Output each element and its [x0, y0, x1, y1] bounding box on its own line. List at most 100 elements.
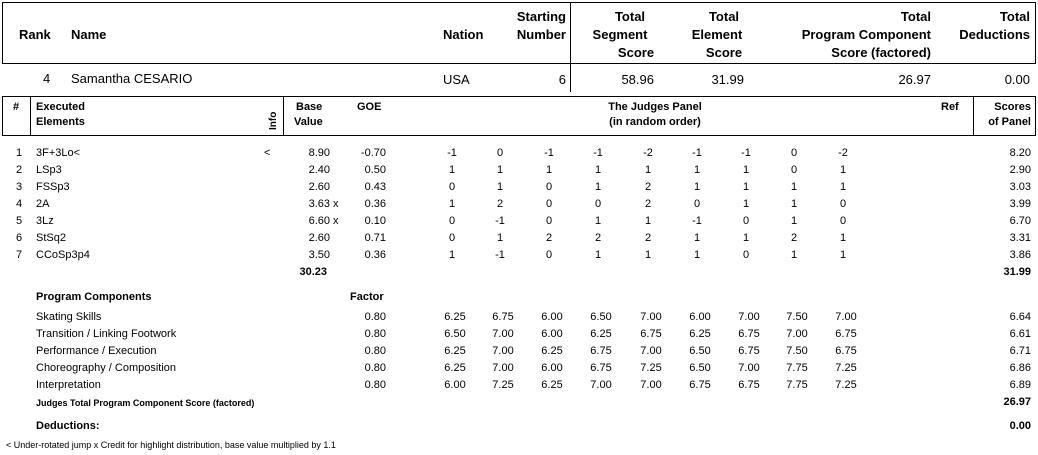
- element-number: 2: [16, 164, 23, 176]
- judge-mark: -2: [838, 147, 848, 159]
- rank-header: Rank: [19, 27, 51, 42]
- element-base-value: 2.60: [308, 232, 330, 244]
- executed-header-1: Executed: [36, 101, 85, 113]
- judge-mark: 2: [545, 232, 553, 244]
- judge-mark: 1: [693, 181, 701, 193]
- judge-mark: 1: [742, 198, 750, 210]
- element-goe: 0.36: [364, 198, 386, 210]
- element-bonus-mark: x: [333, 215, 339, 227]
- judge-mark: 7.25: [492, 379, 514, 391]
- judge-mark: 1: [496, 232, 504, 244]
- component-score: 6.89: [1009, 379, 1031, 391]
- judge-mark: 6.75: [738, 379, 760, 391]
- skater-tss: 58.96: [621, 72, 654, 87]
- judge-mark: -1: [495, 249, 505, 261]
- element-bonus-mark: x: [333, 198, 339, 210]
- judge-mark: 0: [839, 215, 847, 227]
- judge-mark: 6.75: [492, 311, 514, 323]
- component-factor: 0.80: [364, 311, 386, 323]
- element-base-value: 2.60: [308, 181, 330, 193]
- pcs-total-value: 26.97: [1003, 396, 1031, 408]
- element-goe: 0.50: [364, 164, 386, 176]
- element-number: 7: [16, 249, 23, 261]
- component-name: Performance / Execution: [36, 345, 157, 357]
- judge-mark: 6.00: [689, 311, 711, 323]
- judge-mark: 6.75: [590, 362, 612, 374]
- element-name: 2A: [36, 198, 50, 210]
- judge-mark: 0: [545, 181, 553, 193]
- judge-mark: 7.25: [835, 362, 857, 374]
- program-components-header: Program Components: [36, 291, 152, 303]
- element-base-value: 2.40: [308, 164, 330, 176]
- element-name: 3F+3Lo<: [36, 147, 81, 159]
- judge-mark: 7.00: [738, 311, 760, 323]
- starting-header-1: Starting: [516, 9, 566, 24]
- judge-mark: 7.00: [640, 345, 662, 357]
- judge-mark: 1: [448, 164, 456, 176]
- judge-mark: 7.75: [786, 379, 808, 391]
- judge-mark: 1: [693, 249, 701, 261]
- element-goe: 0.10: [364, 215, 386, 227]
- element-info: <: [264, 147, 271, 159]
- judge-mark: 1: [693, 164, 701, 176]
- panel-header-2: (in random order): [609, 116, 701, 128]
- judge-mark: 7.75: [786, 362, 808, 374]
- judge-mark: 1: [496, 181, 504, 193]
- legend: < Under-rotated jump x Credit for highli…: [6, 440, 336, 450]
- element-score: 2.90: [1009, 164, 1031, 176]
- judge-mark: 2: [644, 181, 652, 193]
- judge-mark: 1: [594, 249, 602, 261]
- judge-mark: 7.50: [786, 311, 808, 323]
- judge-mark: 6.75: [689, 379, 711, 391]
- judge-mark: 1: [594, 181, 602, 193]
- judge-mark: 0: [742, 215, 750, 227]
- judge-mark: 0: [693, 198, 701, 210]
- elements-header-box: [2, 96, 1036, 136]
- element-name: LSp3: [36, 164, 62, 176]
- executed-header-2: Elements: [36, 116, 85, 128]
- judge-mark: 6.00: [444, 379, 466, 391]
- judge-mark: 0: [545, 215, 553, 227]
- judge-mark: 0: [742, 249, 750, 261]
- judge-mark: 0: [790, 164, 798, 176]
- judge-mark: 1: [594, 164, 602, 176]
- scores-header-2: of Panel: [988, 116, 1031, 128]
- component-name: Transition / Linking Footwork: [36, 328, 177, 340]
- component-score: 6.86: [1009, 362, 1031, 374]
- summary-header-box: [2, 2, 1036, 64]
- component-score: 6.71: [1009, 345, 1031, 357]
- ded-header-1: Total: [999, 9, 1030, 24]
- pcs-total-label: Judges Total Program Component Score (fa…: [36, 398, 255, 408]
- judge-mark: -2: [643, 147, 653, 159]
- elements-total-base: 30.23: [299, 266, 327, 278]
- element-score: 3.03: [1009, 181, 1031, 193]
- component-name: Skating Skills: [36, 311, 102, 323]
- goe-header: GOE: [357, 101, 382, 113]
- tes-header-2: Element: [691, 27, 743, 42]
- info-header: Info: [268, 111, 279, 130]
- element-name: CCoSp3p4: [36, 249, 90, 261]
- ref-header: Ref: [941, 101, 959, 113]
- divider: [283, 96, 284, 136]
- judge-mark: 7.25: [835, 379, 857, 391]
- element-number: 6: [16, 232, 23, 244]
- judge-mark: 6.75: [835, 328, 857, 340]
- judge-mark: 1: [594, 215, 602, 227]
- judge-mark: 1: [693, 232, 701, 244]
- element-base-value: 3.63: [308, 198, 330, 210]
- element-name: StSq2: [36, 232, 66, 244]
- tss-header-1: Total: [614, 9, 646, 24]
- judge-mark: 1: [644, 215, 652, 227]
- component-factor: 0.80: [364, 345, 386, 357]
- judge-mark: 7.00: [492, 328, 514, 340]
- pcs-header-2: Program Component: [801, 27, 931, 42]
- judge-mark: -1: [593, 147, 603, 159]
- factor-header: Factor: [350, 291, 384, 303]
- judge-mark: 7.00: [640, 379, 662, 391]
- judge-mark: 6.00: [541, 311, 563, 323]
- element-number: 5: [16, 215, 23, 227]
- pcs-header-3: Score (factored): [831, 45, 931, 60]
- skater-pcs: 26.97: [898, 72, 931, 87]
- judge-mark: 6.25: [541, 379, 563, 391]
- judge-mark: -1: [692, 147, 702, 159]
